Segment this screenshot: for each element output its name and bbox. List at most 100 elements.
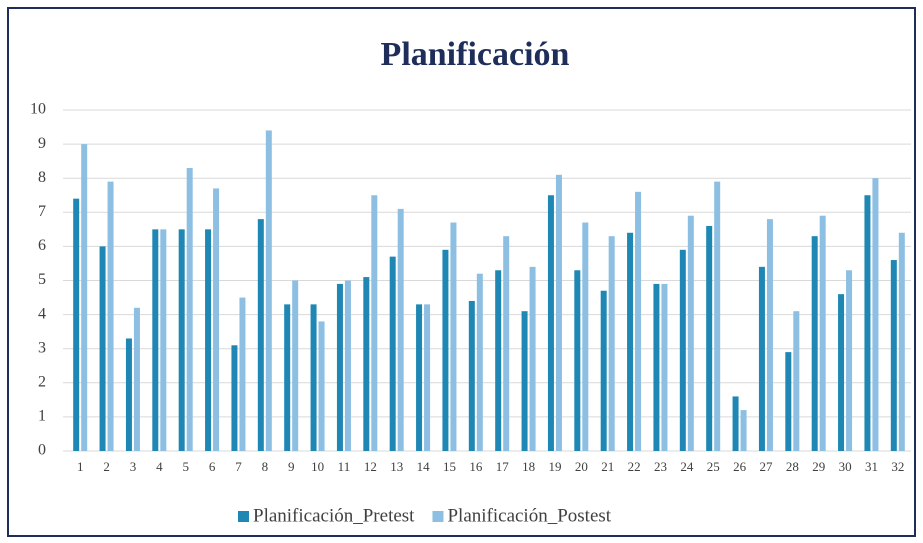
bar: [416, 304, 423, 451]
bar: [627, 232, 634, 451]
x-tick-label: 30: [839, 459, 852, 474]
bar: [152, 229, 159, 451]
bar: [178, 229, 185, 451]
bar: [600, 290, 607, 451]
bar: [99, 246, 106, 451]
y-tick-label: 6: [38, 237, 46, 254]
bar: [898, 232, 905, 451]
bar: [284, 304, 291, 451]
y-tick-label: 5: [38, 271, 46, 288]
x-tick-label: 3: [130, 459, 137, 474]
bar: [107, 181, 114, 452]
bar: [872, 178, 879, 451]
x-tick-label: 17: [496, 459, 510, 474]
bar: [838, 294, 845, 451]
bar: [239, 297, 246, 451]
legend-swatch: [238, 511, 249, 522]
x-tick-label: 18: [522, 459, 535, 474]
x-tick-label: 20: [575, 459, 588, 474]
x-tick-label: 4: [156, 459, 163, 474]
x-tick-label: 27: [759, 459, 773, 474]
x-tick-label: 24: [680, 459, 694, 474]
bar: [758, 266, 765, 451]
bar: [521, 311, 528, 451]
bar: [125, 338, 132, 451]
chart-title: Planificación: [381, 36, 570, 73]
bar: [205, 229, 212, 451]
legend-swatch: [432, 511, 444, 522]
x-tick-label: 15: [443, 459, 456, 474]
bar: [160, 229, 167, 451]
bar: [133, 307, 140, 451]
bar: [318, 321, 325, 451]
x-tick-label: 31: [865, 459, 878, 474]
x-tick-label: 7: [235, 459, 242, 474]
bar: [547, 195, 554, 451]
bar: [292, 280, 299, 451]
bar: [740, 410, 747, 451]
bar: [635, 191, 642, 451]
bar: [819, 215, 826, 451]
bar: [81, 144, 88, 451]
bar: [231, 345, 238, 451]
x-tick-label: 23: [654, 459, 667, 474]
x-tick-label: 2: [103, 459, 110, 474]
bar: [424, 304, 431, 451]
x-tick-label: 5: [182, 459, 189, 474]
bar: [344, 280, 351, 451]
legend-label: Planificación_Postest: [447, 505, 611, 526]
bar: [336, 283, 343, 451]
x-tick-label: 28: [786, 459, 799, 474]
bar: [574, 270, 581, 451]
y-tick-label: 9: [38, 135, 46, 152]
bar: [529, 266, 536, 451]
bar: [793, 311, 800, 451]
x-tick-label: 10: [311, 459, 324, 474]
bar: [363, 277, 370, 451]
y-tick-label: 7: [38, 203, 46, 220]
bar: [766, 219, 773, 451]
y-tick-label: 4: [38, 305, 46, 322]
bar: [608, 236, 615, 451]
bar: [864, 195, 871, 451]
bar: [450, 222, 457, 451]
bar: [555, 174, 562, 452]
bar: [213, 188, 220, 451]
bar: [785, 352, 792, 451]
bar: [397, 208, 404, 451]
x-tick-label: 25: [707, 459, 720, 474]
bar: [371, 195, 378, 451]
x-tick-label: 12: [364, 459, 377, 474]
legend-label: Planificación_Pretest: [253, 505, 415, 526]
bar: [186, 167, 193, 451]
x-tick-label: 32: [891, 459, 904, 474]
y-tick-label: 1: [38, 408, 46, 425]
x-tick-label: 22: [628, 459, 641, 474]
bar: [265, 130, 272, 451]
x-tick-label: 19: [548, 459, 561, 474]
bar: [811, 236, 818, 451]
y-tick-label: 0: [38, 442, 46, 459]
bar: [661, 283, 668, 451]
bar: [714, 181, 721, 452]
bar: [846, 270, 853, 451]
bar: [310, 304, 317, 451]
x-tick-label: 29: [812, 459, 825, 474]
bar: [732, 396, 739, 451]
x-tick-label: 9: [288, 459, 295, 474]
x-tick-label: 13: [390, 459, 403, 474]
bar: [653, 283, 660, 451]
bar: [442, 249, 449, 451]
bar: [503, 236, 510, 451]
y-tick-label: 10: [30, 101, 46, 118]
bar: [468, 300, 475, 451]
x-tick-label: 21: [601, 459, 614, 474]
y-tick-label: 8: [38, 169, 46, 186]
chart-frame: [7, 7, 916, 537]
bar: [73, 198, 80, 451]
x-tick-label: 8: [262, 459, 269, 474]
x-tick-label: 16: [469, 459, 483, 474]
x-tick-label: 26: [733, 459, 747, 474]
